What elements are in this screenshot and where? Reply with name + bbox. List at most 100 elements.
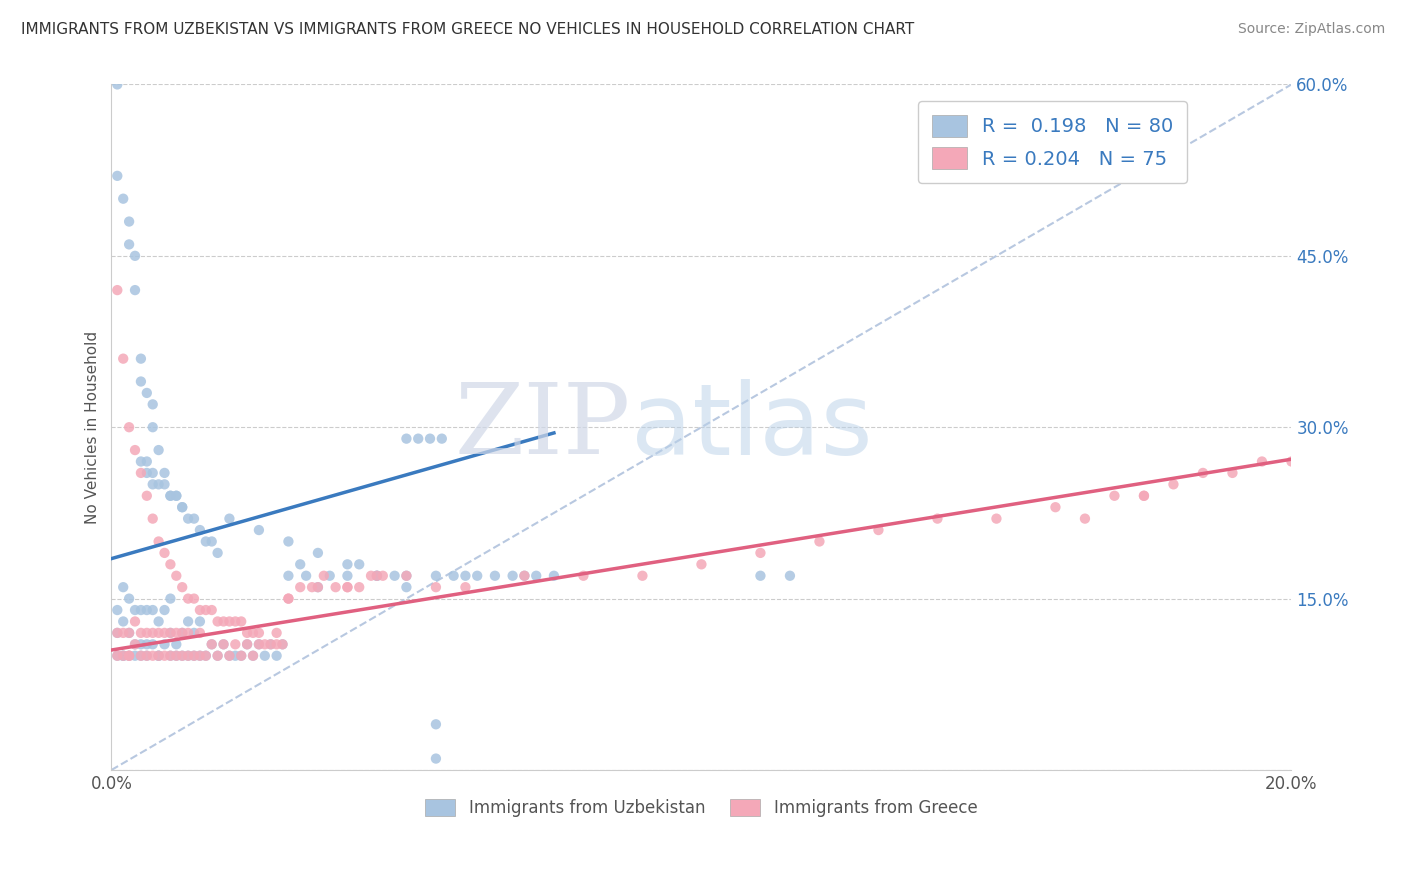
Point [159,489,181,503]
Point [159,558,181,572]
Point [465,568,488,582]
Point [201,637,224,651]
Point [188,615,211,629]
Point [207,648,229,663]
Point [224,637,246,651]
Point [371,568,394,582]
Point [218,511,240,525]
Point [360,568,382,582]
Point [347,580,370,594]
Point [236,626,259,640]
Point [543,568,565,582]
Point [165,489,187,503]
Point [172,500,194,515]
Point [1104,489,1126,503]
Point [129,648,152,663]
Point [207,546,229,560]
Point [165,626,187,640]
Point [177,626,200,640]
Point [247,637,270,651]
Text: IMMIGRANTS FROM UZBEKISTAN VS IMMIGRANTS FROM GREECE NO VEHICLES IN HOUSEHOLD CO: IMMIGRANTS FROM UZBEKISTAN VS IMMIGRANTS… [21,22,914,37]
Point [207,648,229,663]
Point [188,523,211,537]
Point [159,626,181,640]
Point [218,648,240,663]
Point [112,192,135,206]
Point [135,648,157,663]
Point [105,78,128,92]
Point [153,648,176,663]
Point [142,477,165,491]
Point [105,169,128,183]
Point [425,717,447,731]
Point [484,568,506,582]
Point [124,603,146,617]
Point [172,648,194,663]
Point [194,648,217,663]
Point [242,626,264,640]
Point [105,648,128,663]
Point [1163,477,1185,491]
Point [201,534,224,549]
Point [336,558,359,572]
Point [572,568,595,582]
Point [183,626,205,640]
Point [808,534,831,549]
Point [177,648,200,663]
Point [135,489,157,503]
Legend: Immigrants from Uzbekistan, Immigrants from Greece: Immigrants from Uzbekistan, Immigrants f… [419,792,984,823]
Point [159,626,181,640]
Point [524,568,547,582]
Point [425,568,447,582]
Point [148,443,170,458]
Point [749,546,772,560]
Point [105,626,128,640]
Point [124,283,146,297]
Point [105,603,128,617]
Point [307,580,329,594]
Point [105,626,128,640]
Point [135,466,157,480]
Point [247,523,270,537]
Point [165,489,187,503]
Point [336,568,359,582]
Point [148,648,170,663]
Point [454,580,477,594]
Point [443,568,465,582]
Point [325,580,347,594]
Point [112,615,135,629]
Point [1222,466,1244,480]
Point [690,558,713,572]
Point [366,568,388,582]
Point [112,648,135,663]
Point [129,626,152,640]
Y-axis label: No Vehicles in Household: No Vehicles in Household [86,331,100,524]
Point [148,648,170,663]
Point [395,568,418,582]
Point [124,648,146,663]
Point [118,648,141,663]
Point [118,237,141,252]
Point [218,648,240,663]
Text: ZIP: ZIP [454,379,631,475]
Point [153,637,176,651]
Point [502,568,524,582]
Point [260,637,283,651]
Point [927,511,949,525]
Point [148,626,170,640]
Point [307,546,329,560]
Point [188,648,211,663]
Point [194,603,217,617]
Point [188,626,211,640]
Point [513,568,536,582]
Point [112,648,135,663]
Point [242,648,264,663]
Point [347,558,370,572]
Point [135,454,157,468]
Point [129,351,152,366]
Point [266,626,288,640]
Point [142,603,165,617]
Point [172,580,194,594]
Point [142,420,165,434]
Point [212,637,235,651]
